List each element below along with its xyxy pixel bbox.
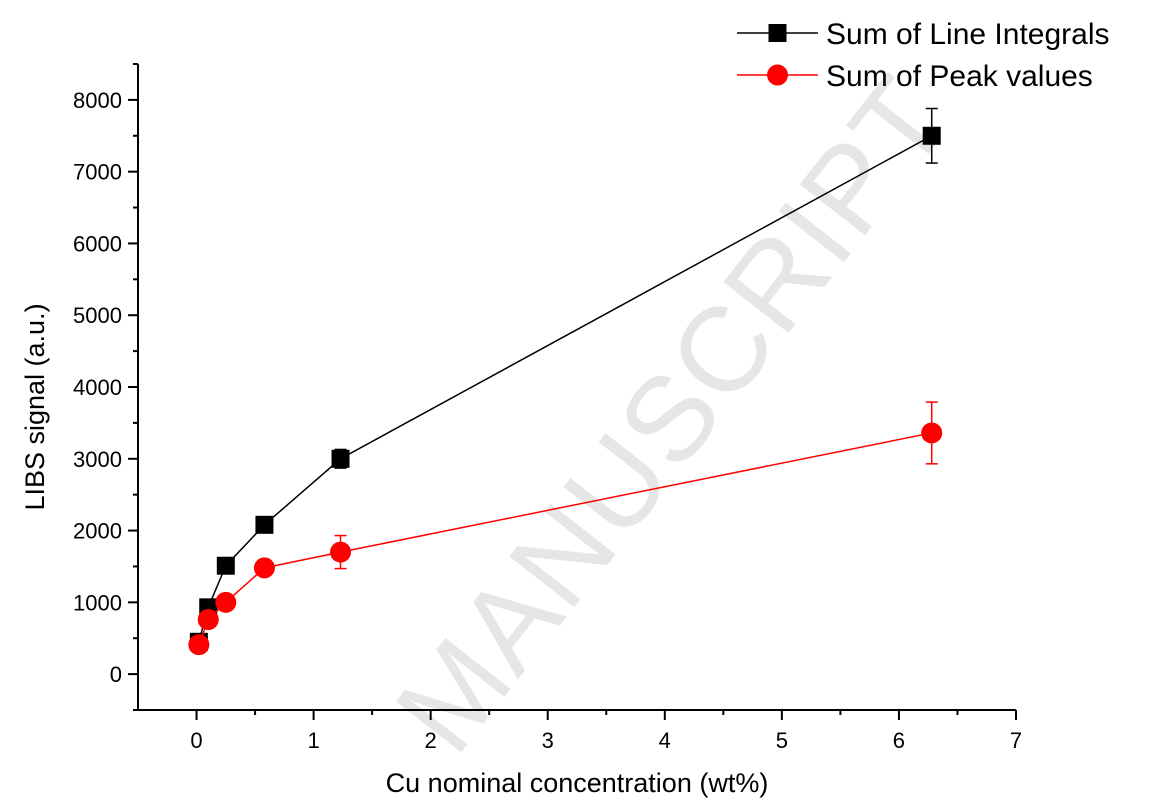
data-point: [921, 422, 943, 444]
legend: Sum of Line Integrals Sum of Peak values: [737, 18, 1110, 93]
data-point: [188, 634, 210, 656]
x-tick-label: 3: [542, 728, 554, 753]
legend-item-1: Sum of Line Integrals: [737, 18, 1110, 51]
y-axis-title: LIBS signal (a.u.): [20, 303, 50, 510]
y-tick-label: 8000: [73, 88, 122, 113]
x-tick-label: 2: [425, 728, 437, 753]
data-point: [331, 449, 350, 468]
legend-marker: [767, 64, 788, 86]
y-tick-label: 5000: [73, 303, 122, 328]
x-tick-label: 7: [1010, 728, 1022, 753]
data-point: [197, 609, 219, 631]
y-tick-label: 2000: [73, 519, 122, 544]
y-tick-label: 3000: [73, 447, 122, 472]
y-tick-label: 1000: [73, 590, 122, 615]
x-axis-title: Cu nominal concentration (wt%): [386, 768, 769, 798]
series-2: [188, 401, 943, 656]
data-point: [215, 591, 237, 613]
legend-item-2: Sum of Peak values: [737, 60, 1093, 93]
x-tick-label: 4: [659, 728, 671, 753]
x-tick-label: 0: [190, 728, 202, 753]
x-tick-label: 1: [307, 728, 319, 753]
y-tick-label: 4000: [73, 375, 122, 400]
y-tick-label: 7000: [73, 160, 122, 185]
y-tick-label: 6000: [73, 231, 122, 256]
x-tick-label: 6: [893, 728, 905, 753]
data-point: [330, 541, 352, 563]
data-point: [216, 556, 235, 575]
series-layer: [188, 107, 943, 656]
legend-label: Sum of Line Integrals: [826, 18, 1110, 51]
data-point: [922, 126, 941, 145]
axes: 0 1 2 3 4 5 6 7 0 1000 2000 3000 4000 5000 6000 7000 800…: [73, 63, 1022, 753]
legend-marker: [768, 24, 787, 42]
x-tick-label: 5: [776, 728, 788, 753]
legend-label: Sum of Peak values: [826, 60, 1093, 93]
data-point: [253, 557, 275, 579]
data-point: [255, 515, 274, 534]
y-tick-label: 0: [110, 662, 122, 687]
